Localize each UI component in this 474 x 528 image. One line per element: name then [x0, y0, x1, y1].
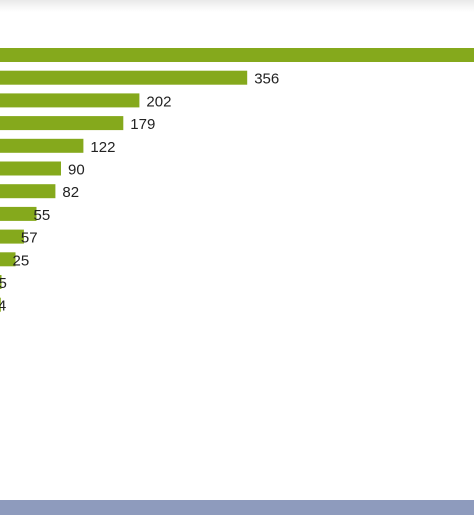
bar-chart: 356 202 179 122 90 82 55 57 25 5 4 [0, 48, 474, 315]
top-rule [0, 0, 474, 12]
bar-label-8: 57 [21, 230, 38, 247]
footer-band [0, 500, 474, 515]
bar-label-6: 82 [62, 184, 79, 201]
bar-11 [0, 297, 1, 312]
bar-label-3: 179 [130, 116, 155, 133]
bar-label-10: 5 [0, 275, 7, 292]
bar-label-7: 55 [34, 207, 51, 224]
bar-10 [0, 275, 2, 289]
bar-6 [0, 184, 56, 199]
bar-label-11: 4 [0, 298, 6, 315]
bar-2 [0, 93, 140, 108]
bar-label-5: 90 [68, 162, 85, 179]
bar-label-2: 202 [146, 93, 171, 110]
bar-7 [0, 206, 37, 221]
bar-5 [0, 161, 61, 176]
bar-label-4: 122 [90, 139, 115, 156]
bar-label-1: 356 [254, 71, 279, 88]
bar-0 [0, 48, 474, 62]
bar-3 [0, 116, 124, 131]
footer-strip [0, 515, 474, 528]
bar-9 [0, 252, 16, 267]
bar-4 [0, 138, 84, 153]
bar-label-9: 25 [13, 252, 30, 269]
bar-1 [0, 70, 248, 85]
bar-8 [0, 229, 24, 244]
